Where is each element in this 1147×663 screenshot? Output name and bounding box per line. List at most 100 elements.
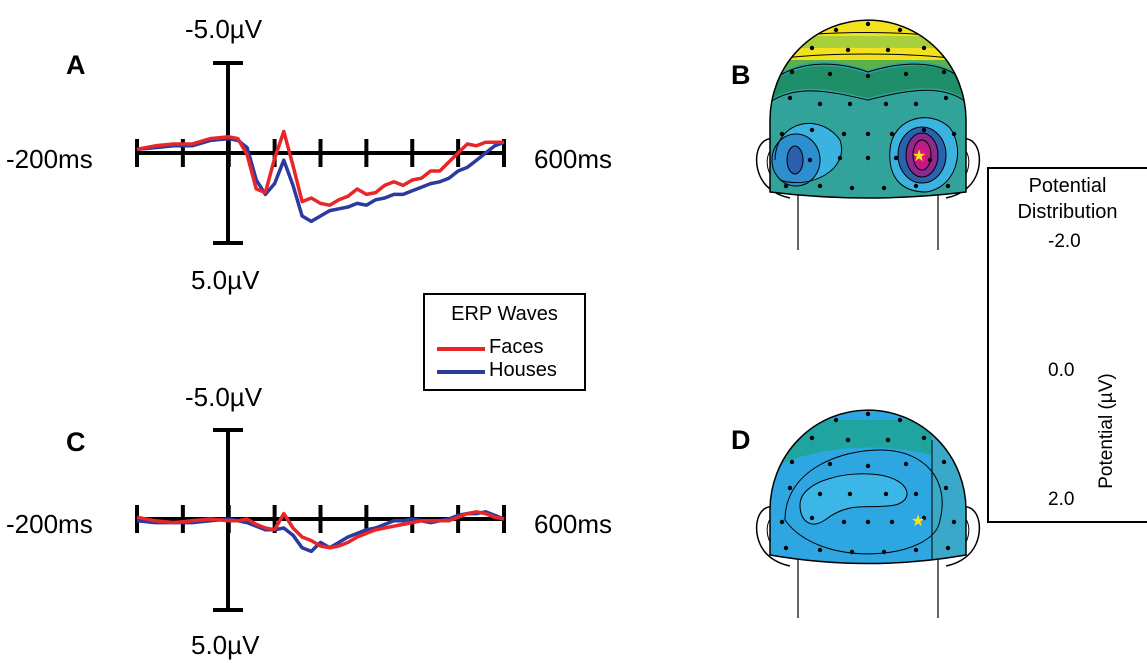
- electrode-dot: [883, 491, 889, 497]
- colorbar-panel: Potential Distribution -2.0 0.0 2.0 Pote…: [987, 167, 1147, 523]
- electrode-dot: [927, 157, 933, 163]
- electrode-dot: [841, 131, 847, 137]
- electrode-dot: [885, 47, 891, 53]
- electrode-dot: [807, 157, 813, 163]
- scalp-map-b: ★: [755, 19, 981, 250]
- a-x-right-label: 600ms: [534, 144, 613, 174]
- colorbar-tick-top: -2.0: [1048, 231, 1081, 252]
- electrode-dot: [951, 519, 957, 525]
- electrode-dot: [943, 485, 949, 491]
- legend-swatch-faces: [437, 347, 485, 351]
- electrode-dot: [783, 183, 789, 189]
- c-x-right-label: 600ms: [534, 509, 613, 539]
- scalp-map-d: ★: [755, 409, 981, 618]
- electrode-dot: [913, 183, 919, 189]
- panel-letter-d: D: [731, 425, 751, 455]
- electrode-dot: [865, 519, 871, 525]
- electrode-dot: [847, 491, 853, 497]
- electrode-dot: [885, 437, 891, 443]
- colorbar-title-line2: Distribution: [1017, 201, 1118, 223]
- electrode-dot: [789, 459, 795, 465]
- erp-legend: ERP Waves Faces Houses: [423, 293, 586, 391]
- colorbar-title: Potential Distribution: [985, 173, 1147, 225]
- electrode-dot: [913, 547, 919, 553]
- electrode-dot: [779, 131, 785, 137]
- electrode-dot: [809, 515, 815, 521]
- electrode-dot: [849, 549, 855, 555]
- electrode-dot: [913, 491, 919, 497]
- electrode-dot: [833, 417, 839, 423]
- electrode-dot: [833, 27, 839, 33]
- series-line-houses: [136, 136, 505, 224]
- colorbar-tick-mid: 0.0: [1048, 360, 1075, 381]
- electrode-dot: [865, 21, 871, 27]
- electrode-dot: [945, 183, 951, 189]
- electrode-dot: [865, 411, 871, 417]
- electrode-dot: [779, 519, 785, 525]
- electrode-dot: [809, 435, 815, 441]
- colorbar-tick-bottom: 2.0: [1048, 489, 1075, 510]
- electrode-dot: [865, 463, 871, 469]
- electrode-dot: [849, 185, 855, 191]
- legend-swatch-houses: [437, 370, 485, 374]
- electrode-dot: [787, 485, 793, 491]
- electrode-dot: [903, 71, 909, 77]
- electrode-dot: [883, 101, 889, 107]
- electrode-dot: [817, 547, 823, 553]
- panel-letter-b: B: [731, 60, 751, 90]
- c-y-bottom-label: 5.0µV: [191, 630, 260, 660]
- electrode-dot: [897, 27, 903, 33]
- legend-title: ERP Waves: [451, 303, 558, 325]
- electrode-dot: [809, 127, 815, 133]
- series-line-faces: [136, 129, 504, 207]
- electrode-dot: [903, 461, 909, 467]
- c-x-left-label: -200ms: [6, 509, 93, 539]
- electrode-dot: [865, 73, 871, 79]
- electrode-dot: [789, 69, 795, 75]
- colorbar-title-line1: Potential: [1028, 175, 1107, 197]
- electrode-dot: [787, 95, 793, 101]
- electrode-dot: [913, 101, 919, 107]
- a-y-bottom-label: 5.0µV: [191, 265, 260, 295]
- electrode-dot: [897, 417, 903, 423]
- electrode-dot: [921, 45, 927, 51]
- a-y-top-label: -5.0µV: [185, 14, 263, 44]
- colorbar-ylabel: Potential (µV): [1096, 373, 1117, 489]
- electrode-dot: [893, 155, 899, 161]
- electrode-dot: [845, 437, 851, 443]
- electrode-dot: [865, 155, 871, 161]
- electrode-dot: [783, 545, 789, 551]
- electrode-dot: [847, 101, 853, 107]
- electrode-dot: [827, 461, 833, 467]
- electrode-dot: [817, 491, 823, 497]
- erp-waves-a: [136, 129, 505, 224]
- electrode-dot: [889, 519, 895, 525]
- c-y-top-label: -5.0µV: [185, 382, 263, 412]
- electrode-dot: [921, 435, 927, 441]
- panel-letter-a: A: [66, 50, 86, 80]
- electrode-dot: [827, 71, 833, 77]
- panel-letter-c: C: [66, 427, 86, 457]
- source-star-icon: ★: [911, 511, 925, 530]
- source-star-icon: ★: [912, 146, 926, 165]
- legend-label-houses: Houses: [489, 359, 557, 381]
- erp-waves-c: [136, 510, 505, 554]
- electrode-dot: [943, 95, 949, 101]
- electrode-dot: [845, 47, 851, 53]
- legend-label-faces: Faces: [489, 336, 544, 358]
- a-x-left-label: -200ms: [6, 144, 93, 174]
- electrode-dot: [817, 101, 823, 107]
- electrode-dot: [921, 127, 927, 133]
- electrode-dot: [881, 185, 887, 191]
- electrode-dot: [881, 549, 887, 555]
- electrode-dot: [951, 131, 957, 137]
- electrode-dot: [865, 131, 871, 137]
- electrode-dot: [921, 515, 927, 521]
- electrode-dot: [837, 155, 843, 161]
- electrode-dot: [941, 69, 947, 75]
- electrode-dot: [809, 45, 815, 51]
- electrode-dot: [817, 183, 823, 189]
- electrode-dot: [945, 545, 951, 551]
- electrode-dot: [841, 519, 847, 525]
- electrode-dot: [941, 459, 947, 465]
